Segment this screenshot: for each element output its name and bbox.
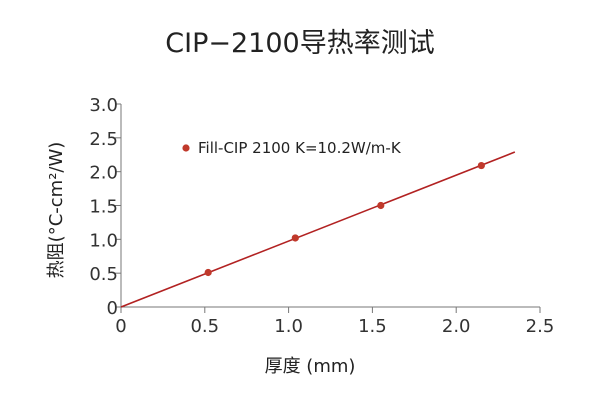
legend-marker — [182, 144, 190, 152]
x-ticks: 0 0.5 1.0 1.5 2.0 2.5 — [115, 307, 554, 337]
x-axis-label: 厚度 (mm) — [265, 356, 356, 377]
x-tick-label: 2.5 — [526, 316, 555, 337]
trendline — [120, 151, 516, 308]
y-tick-label: 3.0 — [89, 95, 118, 116]
legend-label: Fill-CIP 2100 K=10.2W/m-K — [198, 139, 402, 157]
y-tick-label: 2.5 — [89, 129, 118, 150]
data-points — [204, 161, 485, 277]
data-point — [477, 161, 485, 170]
x-tick-label: 2.0 — [442, 316, 471, 337]
y-tick-label: 0.5 — [89, 264, 118, 285]
y-tick-label: 1.5 — [89, 197, 118, 218]
y-tick-label: 1.0 — [89, 230, 118, 251]
data-point — [377, 201, 385, 210]
y-axis-label: 热阻(°C-cm²/W) — [46, 142, 67, 279]
plot-area: 0 0.5 1.0 1.5 2.0 2.5 3.0 0 0.5 1.0 1.5 2.0 2.5 — [89, 95, 554, 337]
y-tick-label: 0 — [107, 298, 118, 319]
x-tick-label: 1.5 — [358, 316, 387, 337]
chart-title: CIP−2100导热率测试 — [165, 28, 434, 59]
x-tick-label: 1.0 — [274, 316, 303, 337]
trendline-layer — [120, 151, 516, 308]
data-point — [291, 234, 299, 242]
x-tick-label: 0 — [115, 316, 126, 337]
data-point — [204, 268, 212, 277]
x-tick-label: 0.5 — [190, 316, 219, 337]
legend: Fill-CIP 2100 K=10.2W/m-K — [182, 139, 402, 157]
y-ticks: 0 0.5 1.0 1.5 2.0 2.5 3.0 — [89, 95, 121, 319]
y-tick-label: 2.0 — [89, 163, 118, 184]
